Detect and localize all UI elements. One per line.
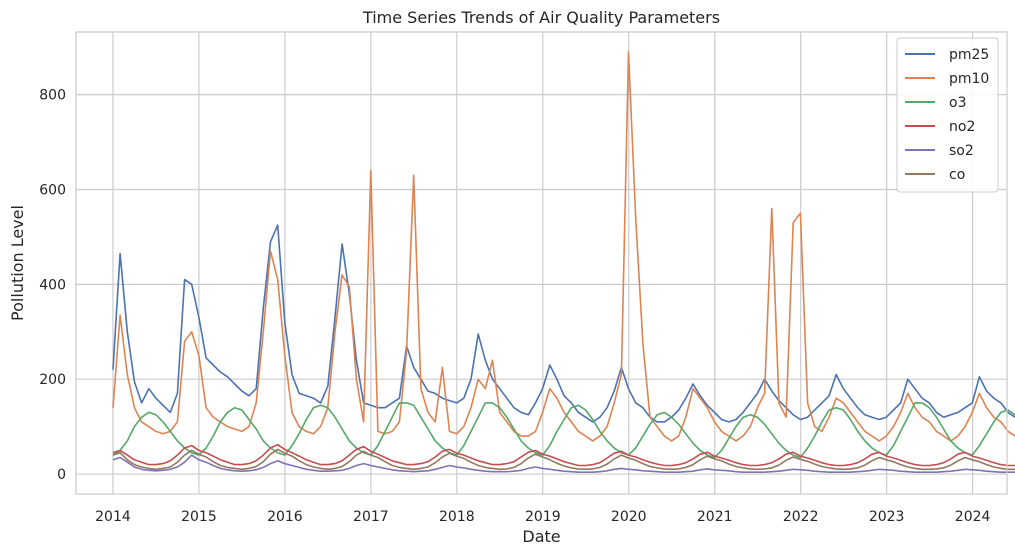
chart-title: Time Series Trends of Air Quality Parame…: [362, 8, 720, 27]
plot-frame: [75, 31, 1008, 495]
legend-label-pm10: pm10: [949, 71, 989, 87]
x-tick-label: 2014: [95, 509, 131, 525]
series-line-co: [112, 448, 1015, 471]
series-line-no2: [112, 443, 1015, 467]
legend-label-co: co: [949, 167, 965, 183]
y-tick-label: 600: [39, 182, 66, 198]
series-line-o3: [112, 402, 1015, 459]
x-tick-label: 2016: [267, 509, 303, 525]
x-tick-label: 2021: [697, 509, 733, 525]
legend: pm25 pm10 o3 no2 so2 co: [896, 37, 999, 193]
y-tick-label: 400: [39, 277, 66, 293]
x-tick-label: 2020: [611, 509, 647, 525]
x-tick-label: 2015: [181, 509, 217, 525]
series-line-pm25: [112, 224, 1015, 423]
legend-label-no2: no2: [949, 119, 975, 135]
x-tick-label: 2024: [955, 509, 991, 525]
legend-label-pm25: pm25: [949, 47, 989, 63]
series-line-pm10: [112, 51, 1015, 442]
legend-label-so2: so2: [949, 143, 974, 159]
legend-box: [896, 37, 999, 193]
x-tick-label: 2022: [783, 509, 819, 525]
y-tick-label: 200: [39, 372, 66, 388]
y-tick-label: 0: [57, 467, 66, 483]
legend-label-o3: o3: [949, 95, 966, 111]
series-line-so2: [112, 454, 1015, 474]
x-tick-label: 2018: [439, 509, 475, 525]
x-axis-title: Date: [522, 527, 560, 546]
y-axis-title: Pollution Level: [8, 205, 27, 321]
x-tick-label: 2017: [353, 509, 389, 525]
y-tick-label: 800: [39, 88, 66, 104]
x-tick-label: 2019: [525, 509, 561, 525]
x-tick-label: 2023: [869, 509, 905, 525]
series-lines: [112, 51, 1015, 474]
tick-labels: 2014 2015 2016 2017 2018 2019 2020 2021 2022 2023…: [39, 88, 990, 525]
